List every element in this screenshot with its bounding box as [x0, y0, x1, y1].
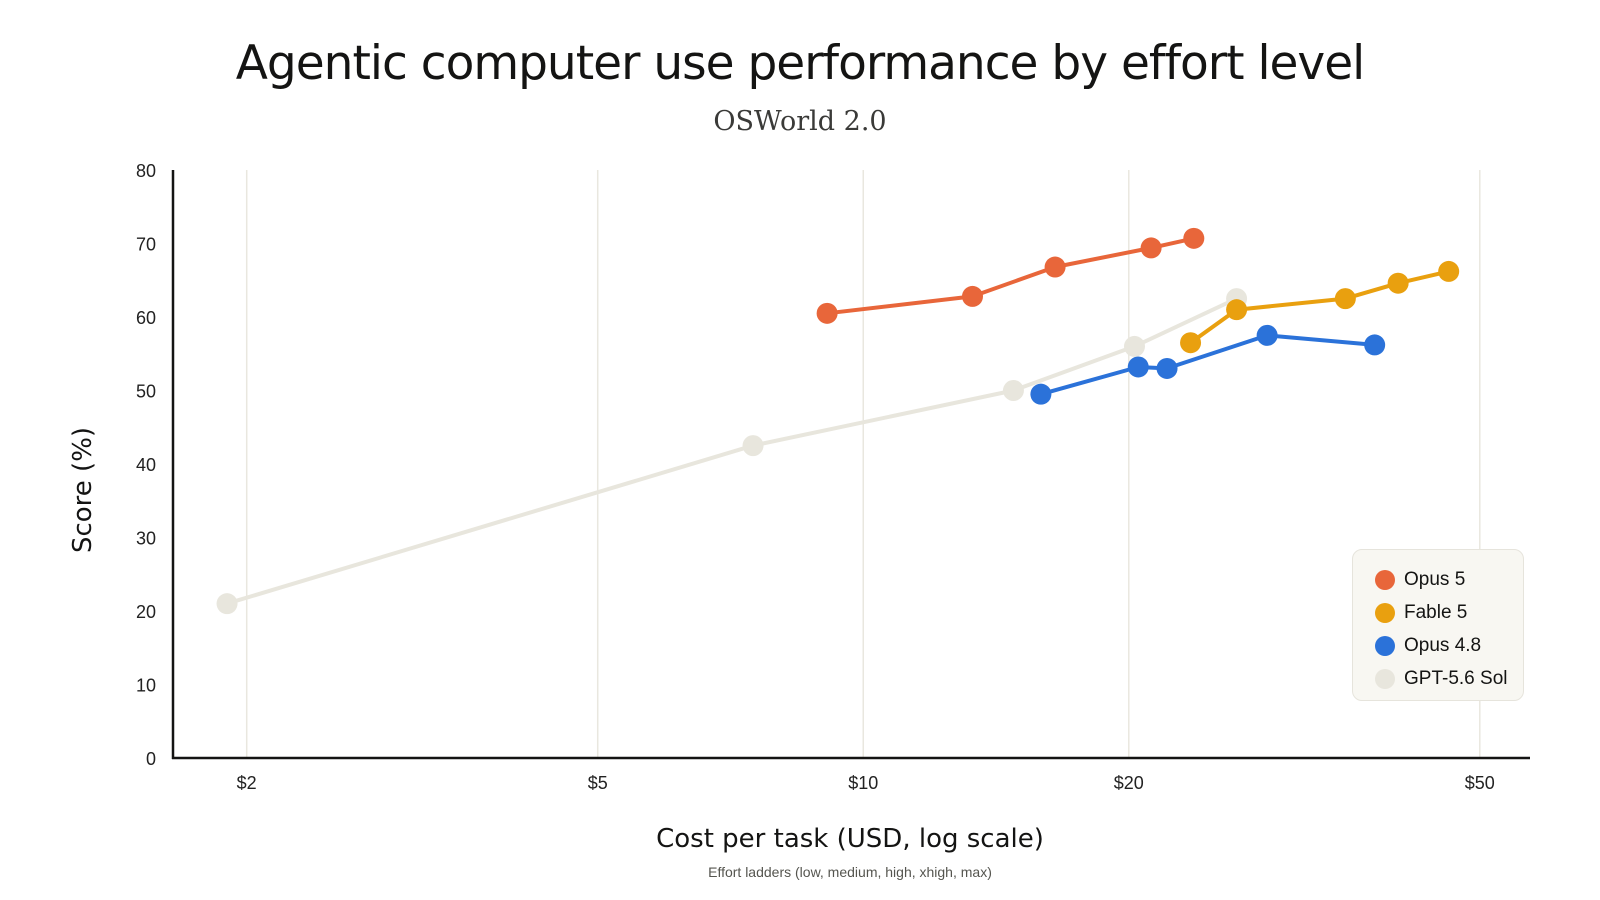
y-tick-label: 0	[146, 749, 156, 769]
grid-lines	[245, 170, 1481, 758]
legend-dot-icon	[1375, 635, 1395, 656]
legend-item-gpt-5-6-sol: GPT-5.6 Sol	[1375, 662, 1523, 695]
x-tick-labels: $2 $5 $10 $20 $50	[237, 773, 1495, 793]
series-line-opus-5	[825, 236, 1196, 316]
data-point-opus-5	[816, 302, 838, 324]
data-point-opus-4-8	[1364, 334, 1386, 356]
series-opus-5	[816, 227, 1205, 324]
legend-label: Opus 5	[1404, 568, 1466, 590]
data-point-gpt-5-6-sol	[1002, 380, 1024, 401]
legend-label: Opus 4.8	[1404, 634, 1482, 656]
data-point-fable-5	[1226, 299, 1248, 321]
data-point-opus-5	[961, 285, 983, 307]
legend-label: Fable 5	[1404, 601, 1468, 623]
x-axis-note: Effort ladders (low, medium, high, xhigh…	[708, 864, 992, 880]
y-tick-label: 10	[136, 676, 156, 696]
data-point-fable-5	[1438, 260, 1460, 282]
x-tick-label: $5	[588, 773, 608, 793]
series-layer	[216, 227, 1460, 615]
x-tick-label: $50	[1465, 773, 1495, 793]
series-gpt-5-6-sol	[216, 288, 1248, 615]
legend-item-opus-5: Opus 5	[1375, 563, 1523, 596]
x-tick-label: $10	[848, 773, 878, 793]
chart-legend: Opus 5 Fable 5 Opus 4.8 GPT-5.6 Sol	[1352, 549, 1524, 701]
data-point-opus-4-8	[1127, 356, 1149, 378]
y-tick-label: 20	[136, 602, 156, 622]
data-point-gpt-5-6-sol	[1123, 335, 1145, 357]
y-tick-label: 40	[136, 455, 156, 475]
chart-title: Agentic computer use performance by effo…	[235, 36, 1365, 91]
x-tick-label: $2	[237, 773, 257, 793]
series-fable-5	[1180, 260, 1460, 354]
data-point-opus-5	[1044, 256, 1066, 278]
chart-subtitle: OSWorld 2.0	[713, 106, 887, 137]
y-tick-label: 50	[136, 382, 156, 402]
y-tick-labels: 0 10 20 30 40 50 60 70 80	[136, 161, 156, 769]
legend-label: GPT-5.6 Sol	[1404, 667, 1508, 689]
data-point-opus-5	[1140, 237, 1162, 259]
series-line-opus-4-8	[1038, 333, 1377, 397]
axes	[171, 170, 1530, 760]
data-point-opus-5	[1183, 227, 1205, 249]
legend-dot-icon	[1375, 602, 1395, 623]
x-tick-label: $20	[1114, 773, 1144, 793]
legend-item-opus-4-8: Opus 4.8	[1375, 629, 1523, 662]
data-point-gpt-5-6-sol	[216, 593, 238, 615]
y-tick-label: 70	[136, 235, 156, 255]
y-tick-label: 30	[136, 529, 156, 549]
data-point-gpt-5-6-sol	[742, 435, 764, 457]
y-axis-title: Score (%)	[68, 427, 98, 553]
data-point-fable-5	[1180, 332, 1202, 354]
data-point-fable-5	[1387, 272, 1409, 294]
y-tick-label: 80	[136, 161, 156, 181]
data-point-opus-4-8	[1256, 324, 1278, 346]
series-opus-4-8	[1030, 324, 1386, 405]
series-line-gpt-5-6-sol	[225, 296, 1239, 606]
data-point-opus-4-8	[1030, 383, 1052, 405]
data-point-fable-5	[1334, 288, 1356, 310]
legend-item-fable-5: Fable 5	[1375, 596, 1523, 629]
y-tick-label: 60	[136, 308, 156, 328]
data-point-opus-4-8	[1156, 357, 1178, 379]
legend-dot-icon	[1375, 569, 1395, 590]
legend-dot-icon	[1375, 668, 1395, 689]
x-axis-title: Cost per task (USD, log scale)	[656, 824, 1044, 854]
